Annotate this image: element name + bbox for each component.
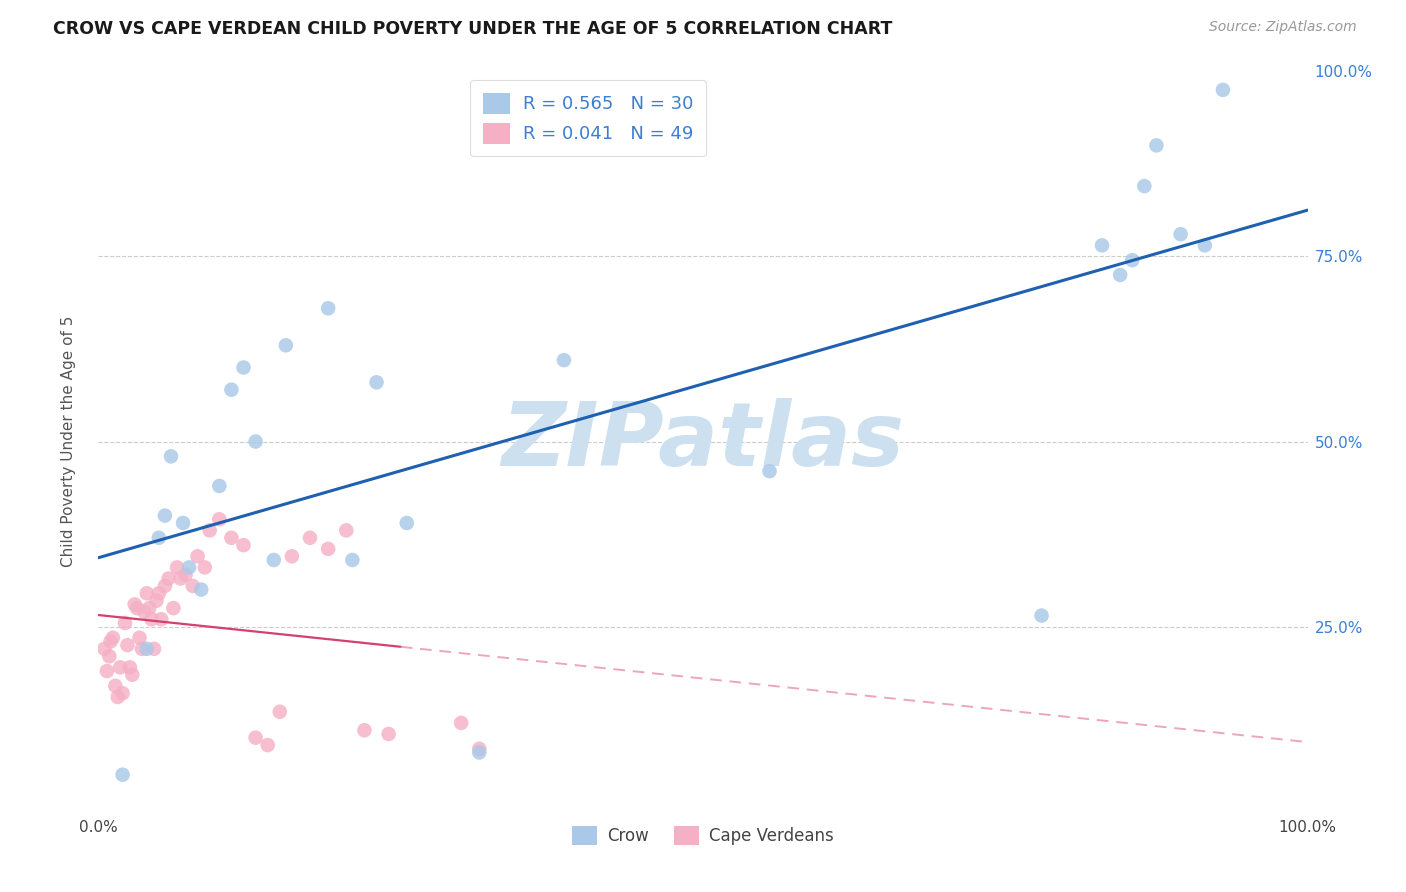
Point xyxy=(377,727,399,741)
Point xyxy=(1121,253,1143,268)
Point xyxy=(107,690,129,704)
Point xyxy=(353,723,375,738)
Point xyxy=(256,738,278,752)
Point xyxy=(194,560,217,574)
Point xyxy=(134,605,156,619)
Point xyxy=(143,641,166,656)
Point xyxy=(1031,608,1053,623)
Point xyxy=(187,549,209,564)
Point xyxy=(148,531,170,545)
Point xyxy=(269,705,291,719)
Point xyxy=(1133,179,1156,194)
Text: ZIPatlas: ZIPatlas xyxy=(502,398,904,485)
Point xyxy=(181,579,204,593)
Point xyxy=(148,586,170,600)
Point xyxy=(135,641,157,656)
Point xyxy=(316,541,339,556)
Point xyxy=(335,524,357,538)
Point xyxy=(190,582,212,597)
Point xyxy=(104,679,127,693)
Point xyxy=(221,531,243,545)
Point xyxy=(198,524,221,538)
Point xyxy=(117,638,139,652)
Point xyxy=(1109,268,1132,282)
Point xyxy=(174,567,197,582)
Point xyxy=(281,549,304,564)
Point xyxy=(162,601,184,615)
Point xyxy=(553,353,575,368)
Point xyxy=(316,301,339,316)
Text: CROW VS CAPE VERDEAN CHILD POVERTY UNDER THE AGE OF 5 CORRELATION CHART: CROW VS CAPE VERDEAN CHILD POVERTY UNDER… xyxy=(53,20,893,37)
Point xyxy=(157,572,180,586)
Point xyxy=(150,612,173,626)
Point xyxy=(274,338,297,352)
Point xyxy=(127,601,149,615)
Point xyxy=(138,601,160,615)
Point xyxy=(1212,83,1234,97)
Point xyxy=(128,631,150,645)
Point xyxy=(263,553,285,567)
Point xyxy=(232,360,254,375)
Point xyxy=(395,516,418,530)
Point xyxy=(179,560,201,574)
Point xyxy=(1170,227,1192,242)
Point xyxy=(114,615,136,630)
Point xyxy=(153,579,176,593)
Point xyxy=(758,464,780,478)
Point xyxy=(1194,238,1216,252)
Point xyxy=(98,649,121,664)
Point xyxy=(172,516,194,530)
Point xyxy=(135,586,157,600)
Point xyxy=(96,664,118,678)
Point xyxy=(169,572,191,586)
Point xyxy=(153,508,176,523)
Point xyxy=(1146,138,1168,153)
Point xyxy=(208,512,231,526)
Point xyxy=(160,450,183,464)
Point xyxy=(141,612,163,626)
Y-axis label: Child Poverty Under the Age of 5: Child Poverty Under the Age of 5 xyxy=(62,316,76,567)
Point xyxy=(245,434,267,449)
Text: Source: ZipAtlas.com: Source: ZipAtlas.com xyxy=(1209,20,1357,34)
Point xyxy=(166,560,188,574)
Point xyxy=(468,746,491,760)
Point xyxy=(245,731,267,745)
Point xyxy=(299,531,322,545)
Point xyxy=(131,641,153,656)
Point xyxy=(342,553,364,567)
Point xyxy=(208,479,231,493)
Point xyxy=(93,641,115,656)
Point xyxy=(366,376,388,390)
Point xyxy=(450,715,472,730)
Point xyxy=(118,660,141,674)
Point xyxy=(121,667,143,681)
Point xyxy=(221,383,243,397)
Point xyxy=(111,686,134,700)
Point xyxy=(124,598,146,612)
Point xyxy=(145,593,167,607)
Point xyxy=(1091,238,1114,252)
Point xyxy=(111,767,134,781)
Point xyxy=(108,660,131,674)
Point xyxy=(100,634,122,648)
Point xyxy=(232,538,254,552)
Point xyxy=(101,631,124,645)
Legend: Crow, Cape Verdeans: Crow, Cape Verdeans xyxy=(565,819,841,852)
Point xyxy=(468,741,491,756)
